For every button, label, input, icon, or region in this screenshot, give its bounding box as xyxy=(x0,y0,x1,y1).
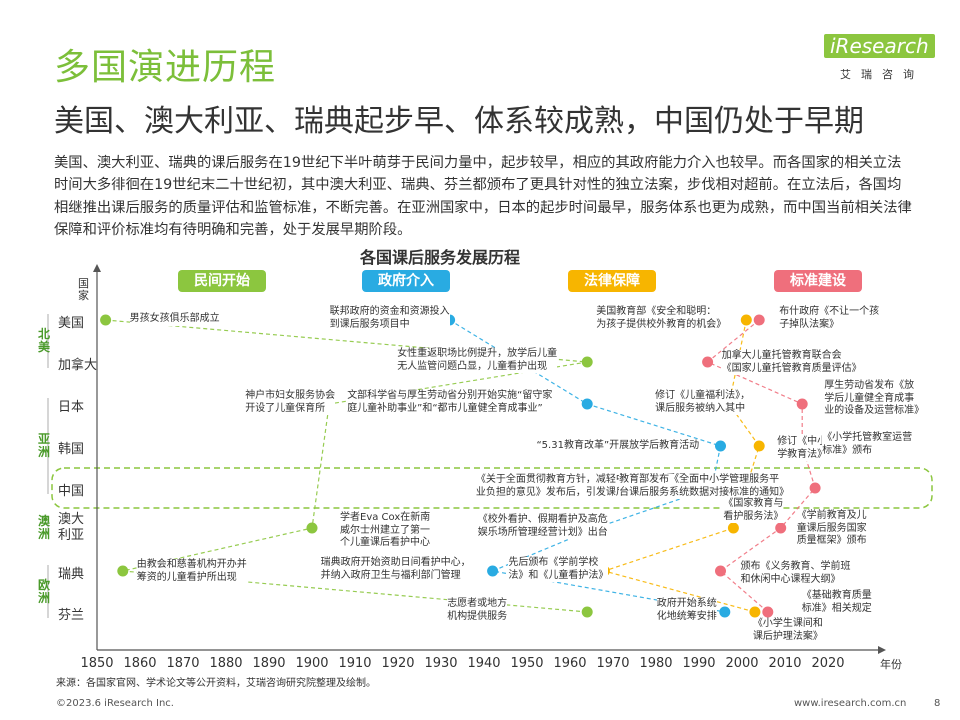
intro-paragraph: 美国、澳大利亚、瑞典的课后服务在19世纪下半叶萌芽于民间力量中，起步较早，相应的… xyxy=(54,155,912,238)
event-dot xyxy=(727,522,739,534)
copyright: ©2023.6 iResearch Inc. xyxy=(56,698,174,709)
event-annotation: 《基础教育质量 标准》相关规定 xyxy=(801,590,872,615)
event-dot xyxy=(719,606,731,618)
page-number: 8 xyxy=(934,698,941,709)
event-annotation: 文部科学省与厚生劳动省分别开始实施“留守家 庭儿童补助事业”和“都市儿童健全育成… xyxy=(347,390,553,415)
country-label: 加拿大 xyxy=(58,358,98,373)
event-annotation: 《小学托管教室运营 标准》颁布 xyxy=(822,432,913,457)
event-dot xyxy=(753,314,765,326)
event-dot xyxy=(775,522,787,534)
x-tick-label: 1990 xyxy=(682,656,716,671)
country-label: 韩国 xyxy=(58,442,85,457)
chart-title: 各国课后服务发展历程 xyxy=(360,248,521,267)
x-tick-label: 1920 xyxy=(381,656,415,671)
stage-label: 民间开始 xyxy=(178,270,266,292)
country-label: 日本 xyxy=(58,400,85,415)
x-axis-arrow xyxy=(878,646,886,654)
website: www.iresearch.com.cn xyxy=(794,698,907,709)
event-annotation: 由教会和慈善机构开办并 筹资的儿童看护所出现 xyxy=(136,559,247,584)
x-tick-label: 1880 xyxy=(209,656,243,671)
event-dot xyxy=(487,565,499,577)
event-annotation: 布什政府《不让一个孩 子掉队法案》 xyxy=(779,306,880,331)
stage-label: 标准建设 xyxy=(774,270,862,292)
region-label: 北美 xyxy=(38,327,51,354)
event-annotation: 《国家教育与 看护服务法》 xyxy=(723,498,784,523)
event-dot xyxy=(762,606,774,618)
event-annotation: 政府开始系统 化地统筹安排 xyxy=(656,598,717,623)
stage-label: 政府介入 xyxy=(362,270,450,292)
event-dot xyxy=(809,482,821,494)
event-dot xyxy=(753,440,765,452)
x-tick-label: 1870 xyxy=(166,656,200,671)
event-annotation: 加拿大儿童托管教育联合会 《国家儿童托管教育质量评估》 xyxy=(721,350,862,375)
logo-wordmark: iResearch xyxy=(824,34,935,58)
event-dot xyxy=(306,522,318,534)
event-annotation: 修订《儿童福利法》， 课后服务被纳入其中 xyxy=(655,390,751,415)
country-label: 瑞典 xyxy=(58,567,85,582)
event-annotation: 《学前教育及儿 童课后服务国家 质量框架》颁布 xyxy=(796,510,867,548)
x-tick-label: 2000 xyxy=(725,656,759,671)
event-annotation: “5.31教育改革”开展放学后教育活动 xyxy=(536,440,700,453)
x-tick-label: 1850 xyxy=(80,656,114,671)
event-dot xyxy=(715,565,726,577)
event-dot xyxy=(100,314,112,326)
stage-label: 法律保障 xyxy=(568,270,656,292)
event-annotation: 女性重返职场比例提升，放学后儿童 无人监管问题凸显，儿童看护出现 xyxy=(397,348,558,373)
country-label: 澳大利亚 xyxy=(58,512,85,543)
event-annotation: 《小学生课间和 课后护理法案》 xyxy=(752,618,823,643)
x-tick-label: 1950 xyxy=(510,656,544,671)
event-annotation: 志愿者或地方 机构提供服务 xyxy=(447,598,508,623)
stage-connector xyxy=(706,319,816,613)
event-annotation: 男孩女孩俱乐部成立 xyxy=(129,313,220,326)
x-tick-label: 1970 xyxy=(596,656,630,671)
x-tick-label: 1930 xyxy=(424,656,458,671)
event-dot xyxy=(581,356,593,368)
event-annotation: 神户市妇女服务协会 开设了儿童保育所 xyxy=(245,390,336,415)
event-dot xyxy=(581,398,593,410)
china-highlight-box xyxy=(51,467,933,509)
event-annotation: 先后颁布《学前学校 法》和《儿童看护法》 xyxy=(508,557,609,582)
event-dot xyxy=(715,440,726,452)
region-label: 欧洲 xyxy=(38,577,51,605)
country-label: 美国 xyxy=(58,316,85,331)
event-annotation: 修订《中小 学教育法》 xyxy=(777,436,828,461)
event-dot xyxy=(749,606,761,618)
page-subtitle: 美国、澳大利亚、瑞典起步早、体系较成熟，中国仍处于早期 xyxy=(54,104,864,139)
y-axis-arrow xyxy=(93,264,101,272)
country-label: 芬兰 xyxy=(58,608,85,623)
x-tick-label: 1940 xyxy=(467,656,501,671)
source-note: 来源：各国家官网、学术论文等公开资料，艾瑞咨询研究院整理及绘制。 xyxy=(56,678,376,689)
event-dot xyxy=(796,398,808,410)
event-annotation: 颁布《义务教育、学前班 和休闲中心课程大纲》 xyxy=(740,561,851,586)
x-tick-label: 1980 xyxy=(639,656,673,671)
logo-subtitle: 艾瑞咨询 xyxy=(840,68,924,81)
event-dot xyxy=(740,314,752,326)
event-annotation: 瑞典政府开始资助日间看护中心， 并纳入政府卫生与福利部门管理 xyxy=(320,557,471,582)
x-axis-title: 年份 xyxy=(880,658,902,671)
x-tick-label: 1900 xyxy=(295,656,329,671)
iresearch-logo: iResearch 艾瑞咨询 xyxy=(818,32,935,88)
region-label: 澳洲 xyxy=(38,514,51,541)
event-annotation: 学者Eva Cox在新南 威尔士州建立了第一 个儿童课后看护中心 xyxy=(340,512,431,550)
page-title: 多国演进历程 xyxy=(54,47,277,88)
region-label: 亚洲 xyxy=(38,432,51,459)
event-dot xyxy=(581,606,593,618)
x-tick-label: 1910 xyxy=(338,656,372,671)
y-axis-title: 国家 xyxy=(78,277,89,302)
x-tick-label: 2010 xyxy=(768,656,802,671)
event-annotation: 《校外看护、假期看护及高危 娱乐场所管理经营计划》出台 xyxy=(477,514,608,539)
event-annotation: 美国教育部《安全和聪明： 为孩子提供校外教育的机会》 xyxy=(596,306,727,331)
event-annotation: 教育部发布《全面中小学管理服务平 台课后服务系统数据对接标准的通知》 xyxy=(619,474,790,499)
event-annotation: 厚生劳动省发布《放 学后儿童健全育成事 业的设备及运营标准》 xyxy=(824,380,925,418)
event-dot xyxy=(117,565,129,577)
event-annotation: 联邦政府的资金和资源投入 到课后服务项目中 xyxy=(329,306,450,331)
x-tick-label: 2020 xyxy=(811,656,845,671)
x-tick-label: 1960 xyxy=(553,656,587,671)
country-label: 中国 xyxy=(58,484,85,499)
x-tick-label: 1860 xyxy=(123,656,157,671)
x-tick-label: 1890 xyxy=(252,656,286,671)
event-dot xyxy=(702,356,714,368)
